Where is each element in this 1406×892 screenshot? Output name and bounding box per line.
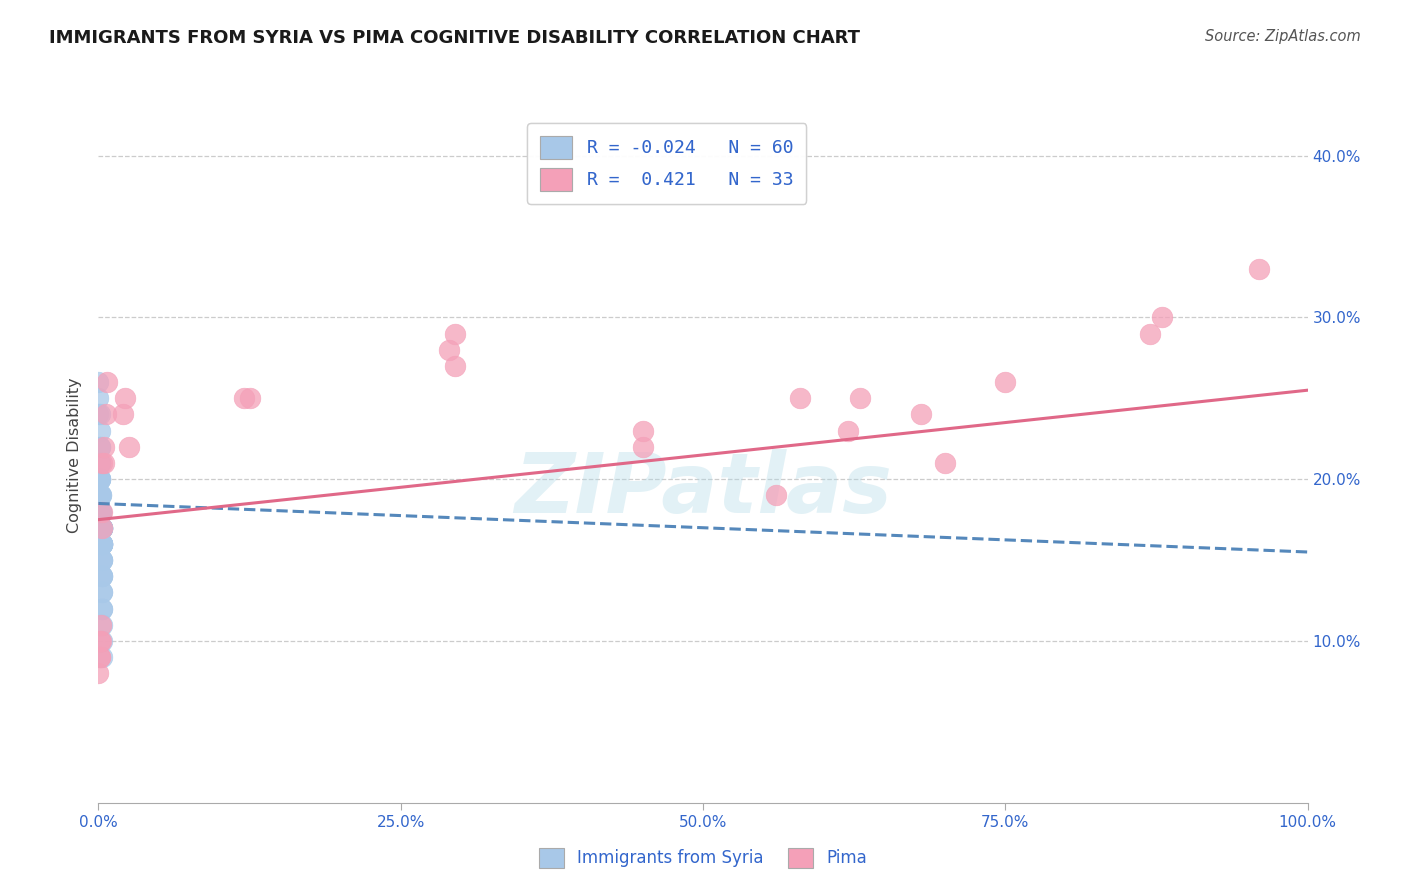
Point (89, 472, 111, 486)
Point (91, 537, 114, 551)
Point (91, 569, 114, 583)
Point (89, 456, 111, 470)
Point (91, 456, 114, 470)
Text: Source: ZipAtlas.com: Source: ZipAtlas.com (1205, 29, 1361, 44)
Point (89, 488, 111, 502)
Point (91, 537, 114, 551)
Point (91, 537, 114, 551)
Point (631, 440, 654, 454)
Point (837, 424, 859, 438)
Point (87, 375, 110, 389)
Point (91, 569, 114, 583)
Point (91, 634, 114, 648)
Point (90, 504, 112, 518)
Point (91, 521, 114, 535)
Point (91, 601, 114, 615)
Point (91, 537, 114, 551)
Point (90, 521, 112, 535)
Point (444, 359, 467, 373)
Legend: Immigrants from Syria, Pima: Immigrants from Syria, Pima (531, 841, 875, 875)
Point (91, 601, 114, 615)
Point (849, 392, 872, 406)
Point (89, 488, 111, 502)
Point (91, 537, 114, 551)
Y-axis label: Cognitive Disability: Cognitive Disability (67, 377, 83, 533)
Point (89, 472, 111, 486)
Point (90, 504, 112, 518)
Point (91, 521, 114, 535)
Point (89, 440, 111, 454)
Text: IMMIGRANTS FROM SYRIA VS PIMA COGNITIVE DISABILITY CORRELATION CHART: IMMIGRANTS FROM SYRIA VS PIMA COGNITIVE … (49, 29, 860, 46)
Point (90, 504, 112, 518)
Point (89, 650, 111, 665)
Point (89, 424, 111, 438)
Point (90, 488, 112, 502)
Point (1139, 326, 1161, 341)
Point (90, 521, 112, 535)
Point (89, 472, 111, 486)
Point (87, 408, 110, 422)
Point (91, 585, 114, 599)
Point (90, 617, 112, 632)
Point (934, 456, 956, 470)
Point (91, 521, 114, 535)
Point (89, 440, 111, 454)
Point (90, 504, 112, 518)
Point (91, 521, 114, 535)
Point (631, 424, 654, 438)
Point (118, 440, 141, 454)
Point (89, 456, 111, 470)
Point (232, 392, 254, 406)
Point (91, 585, 114, 599)
Point (90, 504, 112, 518)
Point (114, 392, 136, 406)
Point (90, 504, 112, 518)
Point (910, 408, 932, 422)
Point (91, 537, 114, 551)
Point (96, 375, 118, 389)
Point (994, 375, 1017, 389)
Point (765, 488, 787, 502)
Point (90, 488, 112, 502)
Point (91, 521, 114, 535)
Point (91, 553, 114, 567)
Point (89, 472, 111, 486)
Point (91, 521, 114, 535)
Point (91, 617, 114, 632)
Point (90, 634, 112, 648)
Point (1152, 310, 1174, 325)
Point (91, 521, 114, 535)
Point (94, 408, 117, 422)
Point (89, 456, 111, 470)
Point (789, 392, 811, 406)
Point (89, 634, 111, 648)
Point (90, 521, 112, 535)
Point (87, 392, 110, 406)
Point (111, 408, 134, 422)
Point (91, 537, 114, 551)
Point (91, 553, 114, 567)
Point (91, 504, 114, 518)
Point (89, 488, 111, 502)
Point (93, 456, 115, 470)
Point (91, 569, 114, 583)
Point (90, 504, 112, 518)
Point (437, 343, 460, 357)
Point (1249, 261, 1271, 276)
Point (87, 666, 110, 681)
Point (91, 537, 114, 551)
Point (89, 650, 111, 665)
Point (239, 392, 262, 406)
Point (91, 650, 114, 665)
Point (444, 326, 467, 341)
Point (93, 440, 115, 454)
Point (89, 408, 111, 422)
Point (91, 521, 114, 535)
Point (91, 553, 114, 567)
Text: ZIPatlas: ZIPatlas (515, 450, 891, 530)
Point (91, 521, 114, 535)
Legend: R = -0.024   N = 60, R =  0.421   N = 33: R = -0.024 N = 60, R = 0.421 N = 33 (527, 123, 806, 203)
Point (90, 504, 112, 518)
Point (90, 521, 112, 535)
